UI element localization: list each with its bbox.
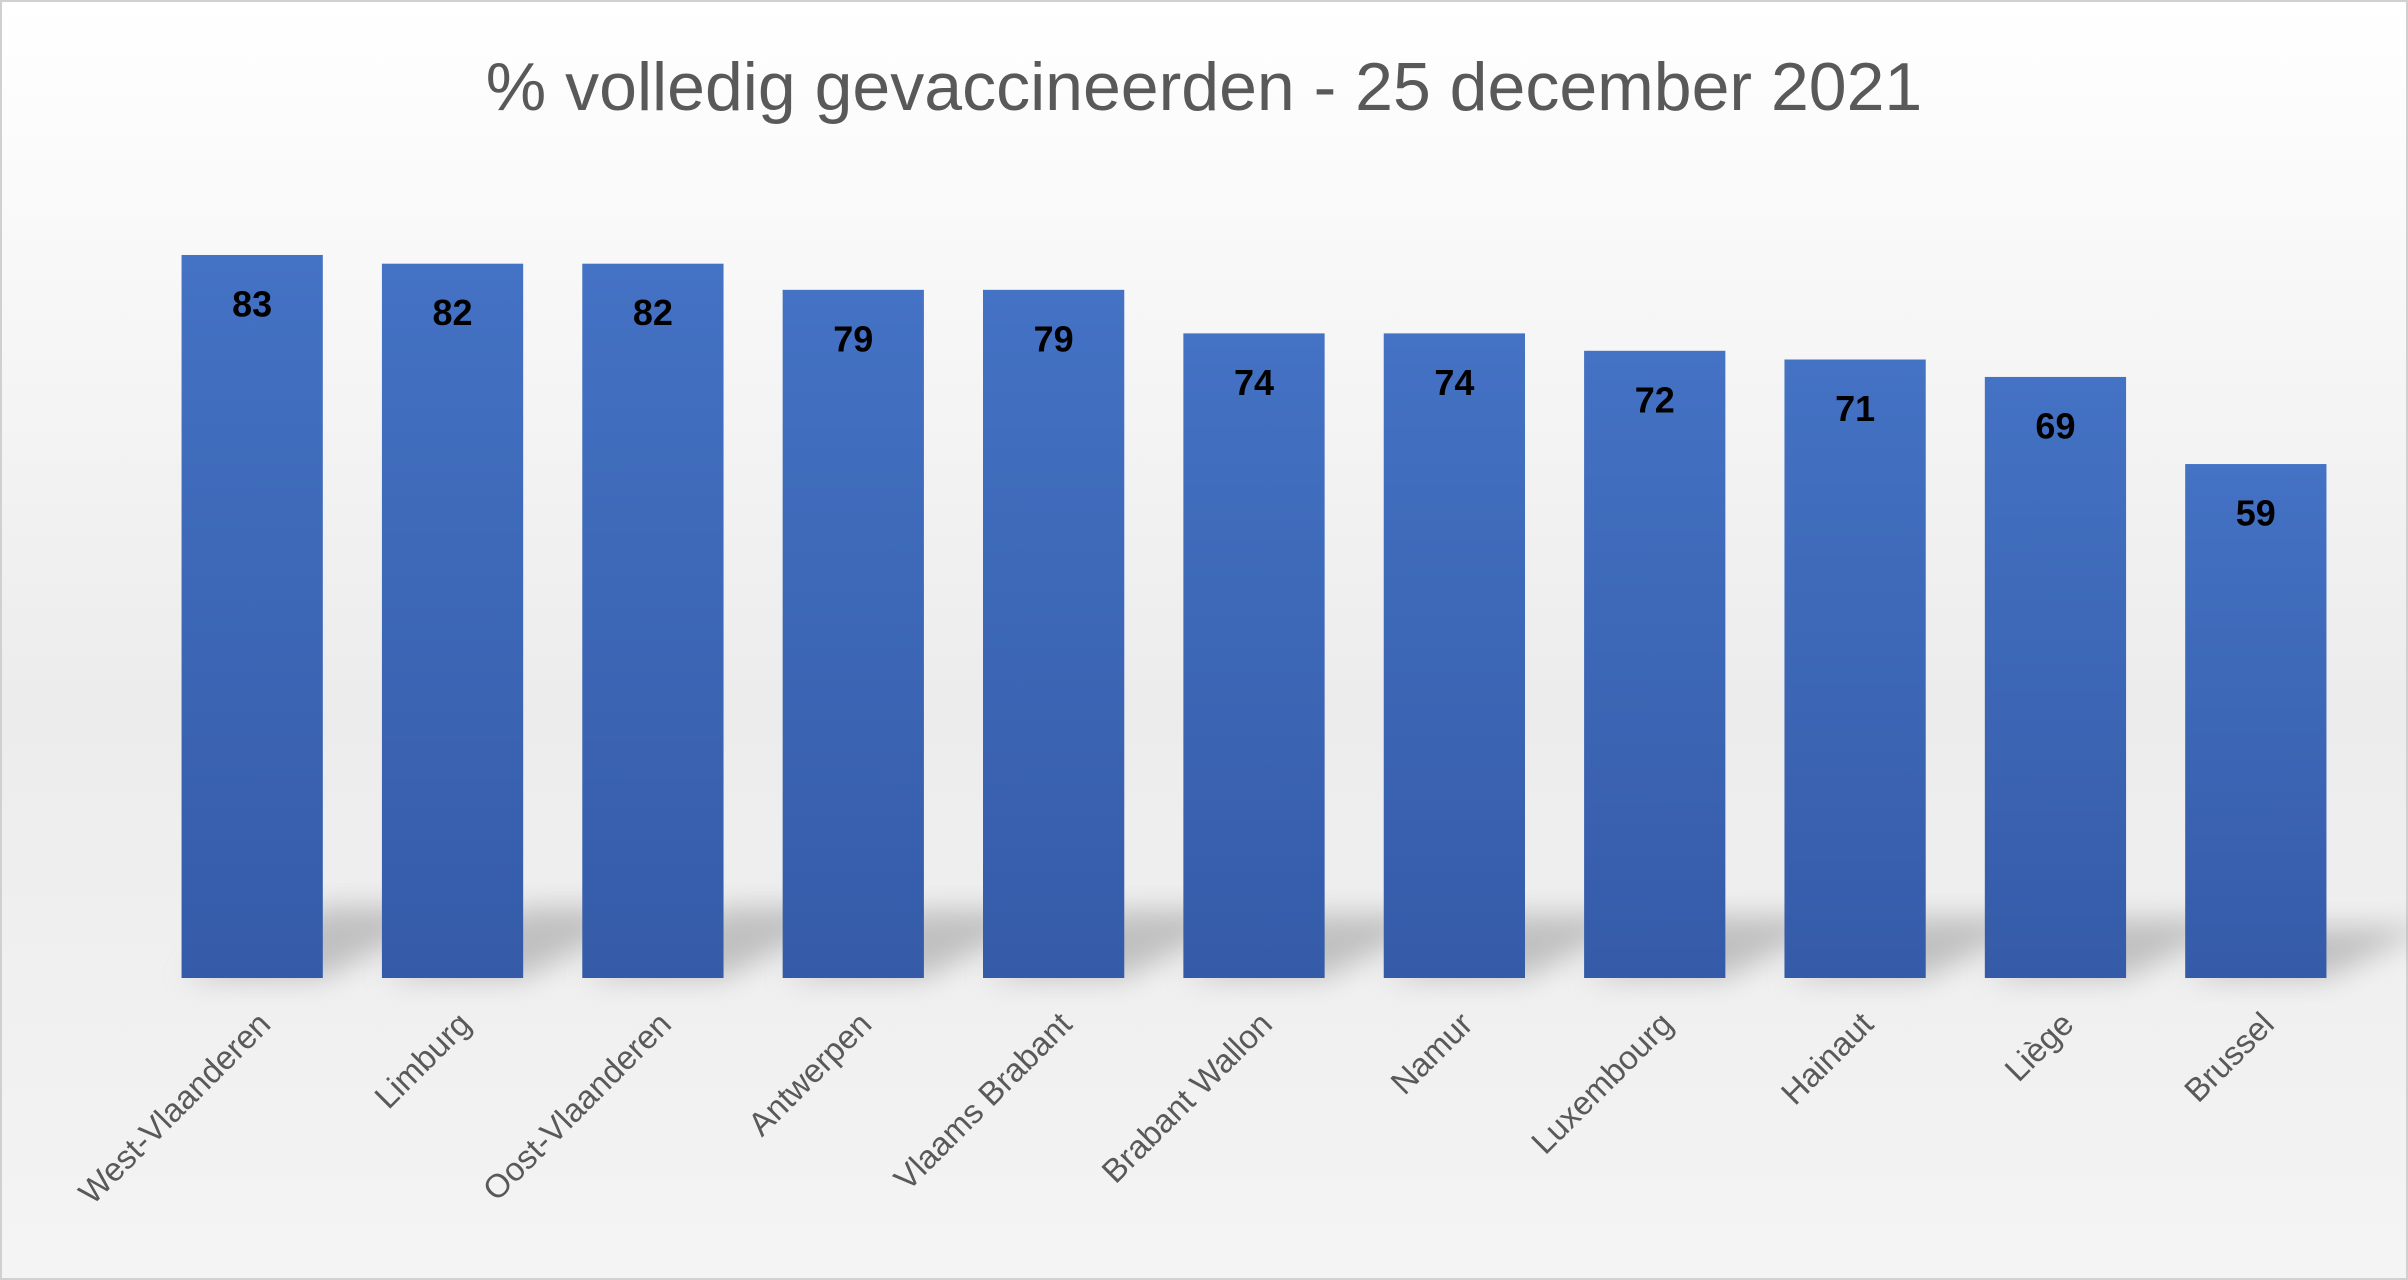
bar <box>582 263 724 978</box>
bar <box>983 289 1125 978</box>
bar <box>381 263 524 978</box>
value-label: 72 <box>1635 379 1675 420</box>
value-label: 79 <box>1034 318 1074 359</box>
bar <box>1784 359 1926 978</box>
value-label: 69 <box>2035 405 2075 446</box>
bar <box>782 289 924 978</box>
value-label: 59 <box>2236 493 2276 534</box>
value-label: 82 <box>633 292 673 333</box>
bar <box>181 254 323 978</box>
value-label: 74 <box>1234 362 1274 403</box>
value-label: 79 <box>833 318 873 359</box>
value-label: 71 <box>1835 388 1875 429</box>
bar <box>1584 350 1726 978</box>
value-label: 74 <box>1434 362 1474 403</box>
value-label: 83 <box>232 283 272 324</box>
bar <box>1383 333 1525 978</box>
value-label: 82 <box>433 292 473 333</box>
bar <box>1984 376 2127 978</box>
bar <box>1183 333 1325 978</box>
bar <box>2185 464 2327 978</box>
chart-title: % volledig gevaccineerden - 25 december … <box>486 49 1922 125</box>
